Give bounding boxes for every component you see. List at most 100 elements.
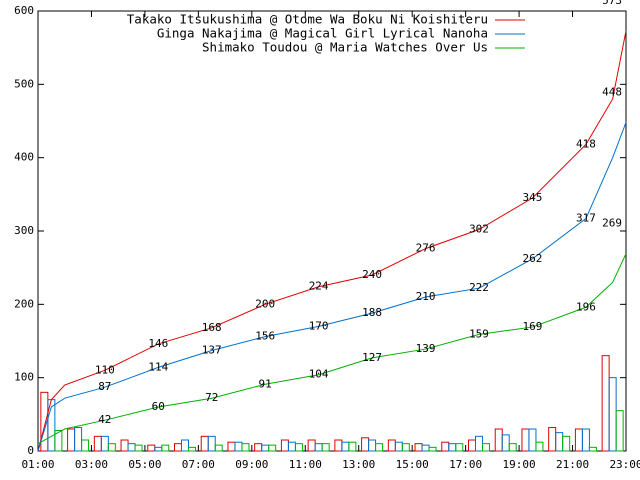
count-bar [482,443,490,452]
count-bar [361,437,370,452]
value-label: 200 [255,297,275,310]
count-bar [581,428,590,452]
count-bar [214,444,223,452]
count-bar [307,439,316,452]
count-bar [428,446,437,452]
x-tick-label: 17:00 [449,458,482,471]
value-label: 127 [362,351,382,364]
count-bar [562,435,571,452]
count-bar [608,377,617,452]
count-bar [368,439,377,452]
count-bar [241,443,250,452]
count-bar [348,441,357,452]
x-tick-label: 23:00 [609,458,640,471]
value-label: 188 [362,306,382,319]
value-label: 418 [576,137,596,150]
y-tick-label: 600 [14,4,34,17]
value-label: 269 [602,217,622,230]
count-bar [421,444,430,452]
value-label: 210 [416,290,436,303]
count-bar [127,443,136,452]
count-bar [120,439,129,452]
series-line [37,122,627,452]
value-label: 156 [255,330,275,343]
count-bar [254,443,263,452]
count-bar [287,441,296,452]
count-bar [448,443,457,452]
x-tick-label: 05:00 [128,458,161,471]
count-bar [268,444,277,452]
legend-label: Ginga Nakajima @ Magical Girl Lyrical Na… [157,26,488,41]
count-bar [494,428,503,452]
x-tick-label: 15:00 [396,458,429,471]
value-label: 87 [98,380,111,393]
value-label: 276 [416,242,436,255]
count-bar [387,439,396,452]
value-label: 60 [152,400,165,413]
value-label: 146 [148,337,168,350]
count-bar [314,443,323,452]
value-label: 110 [95,363,115,376]
value-label: 168 [202,321,222,334]
count-bar [181,439,189,452]
y-tick-label: 300 [14,224,34,237]
count-bar [321,443,330,452]
value-label: 139 [416,342,436,355]
value-label: 262 [523,252,543,265]
value-label: 448 [602,85,622,98]
y-tick-label: 100 [14,371,34,384]
count-bar [93,435,102,452]
value-label: 224 [309,280,329,293]
legend-label: Shimako Toudou @ Maria Watches Over Us [202,40,488,55]
y-tick-label: 200 [14,297,34,310]
value-label: 104 [309,368,329,381]
x-tick-label: 19:00 [503,458,536,471]
count-bar [414,443,423,452]
count-bar [147,444,156,452]
count-bar [535,441,544,452]
count-bar [375,443,384,452]
x-tick-label: 07:00 [182,458,215,471]
value-label: 317 [576,212,596,225]
count-bar [280,439,289,452]
count-bar [100,435,109,452]
value-label: 72 [205,391,218,404]
count-bar [601,355,610,452]
count-bar [548,427,557,452]
y-tick-label: 0 [27,444,34,457]
count-bar [555,432,564,452]
value-label: 573 [602,0,622,7]
count-bar [161,444,170,452]
count-bar [528,428,537,452]
count-bar [401,443,410,452]
count-bar [475,435,483,452]
count-bar [234,441,243,452]
count-bar [294,443,303,452]
count-bar [508,443,517,452]
count-bar [334,439,343,452]
x-tick-label: 21:00 [556,458,589,471]
count-bar [207,435,216,452]
x-tick-label: 09:00 [235,458,268,471]
count-bar [261,444,270,452]
count-bar [441,441,450,452]
count-bar [521,428,530,452]
series-line [37,30,627,452]
count-bar [174,443,182,452]
legend-label: Takako Itsukushima @ Otome Wa Boku Ni Ko… [127,12,488,27]
value-label: 345 [523,191,543,204]
count-bar [154,446,163,452]
count-bar [54,429,63,452]
count-bar [455,443,464,452]
count-bar [107,443,116,452]
value-label: 91 [259,377,272,390]
x-tick-label: 03:00 [75,458,108,471]
count-bar [134,444,143,452]
y-tick-label: 500 [14,77,34,90]
count-bar [200,435,209,452]
value-label: 169 [523,320,543,333]
y-tick-label: 400 [14,151,34,164]
value-label: 170 [309,319,329,332]
value-label: 159 [469,327,489,340]
